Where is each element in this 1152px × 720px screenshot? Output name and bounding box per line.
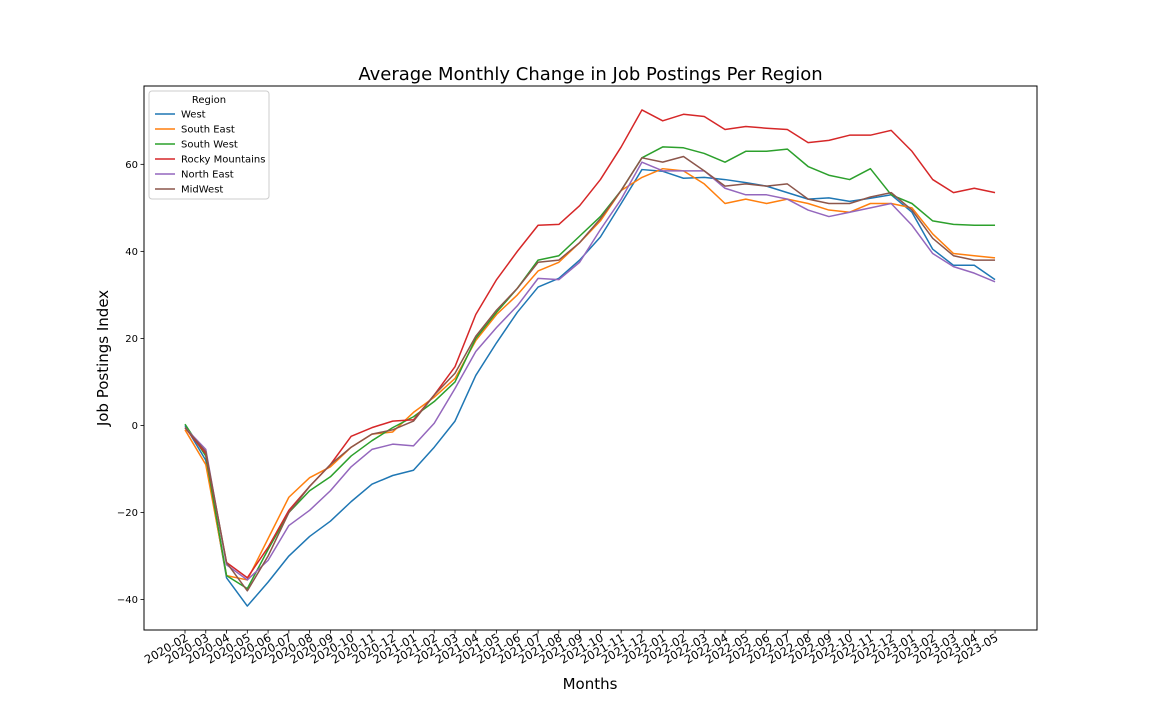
legend-items: West South East South West Rocky Mountains N…: [155, 110, 265, 196]
y-tick-label: −20: [117, 508, 138, 519]
series-line-south-west: [184, 146, 996, 590]
legend: Region West South East South West Rocky Mou…: [148, 90, 270, 200]
legend-entry-label: South East: [181, 125, 235, 136]
legend-entry-label: West: [181, 110, 206, 121]
plot-frame: [143, 85, 1038, 631]
y-tick-label: 40: [125, 247, 138, 258]
y-tick-label: 20: [125, 334, 138, 345]
series-line-north-east: [184, 161, 996, 581]
chart-title: Average Monthly Change in Job Postings P…: [358, 64, 822, 85]
y-axis-label: Job Postings Index: [94, 290, 112, 427]
y-tick-label: −40: [117, 595, 138, 606]
x-axis-label: Months: [563, 675, 618, 693]
legend-box: [148, 90, 270, 200]
legend-title: Region: [192, 95, 226, 106]
y-axis: −40 −20 0 20 40 60: [117, 160, 144, 606]
series-line-midwest: [184, 155, 996, 592]
series-line-west: [184, 168, 996, 607]
legend-entry-label: South West: [181, 140, 238, 151]
legend-entry-label: North East: [181, 170, 234, 181]
series-line-rocky-mountains: [184, 109, 996, 579]
legend-entry-label: MidWest: [181, 185, 223, 196]
y-tick-label: 60: [125, 160, 138, 171]
y-tick-label: 0: [132, 421, 138, 432]
plot-lines: [184, 109, 996, 607]
x-axis: 2020-022020-032020-042020-052020-062020-…: [142, 630, 1001, 667]
legend-entry-label: Rocky Mountains: [181, 155, 265, 166]
